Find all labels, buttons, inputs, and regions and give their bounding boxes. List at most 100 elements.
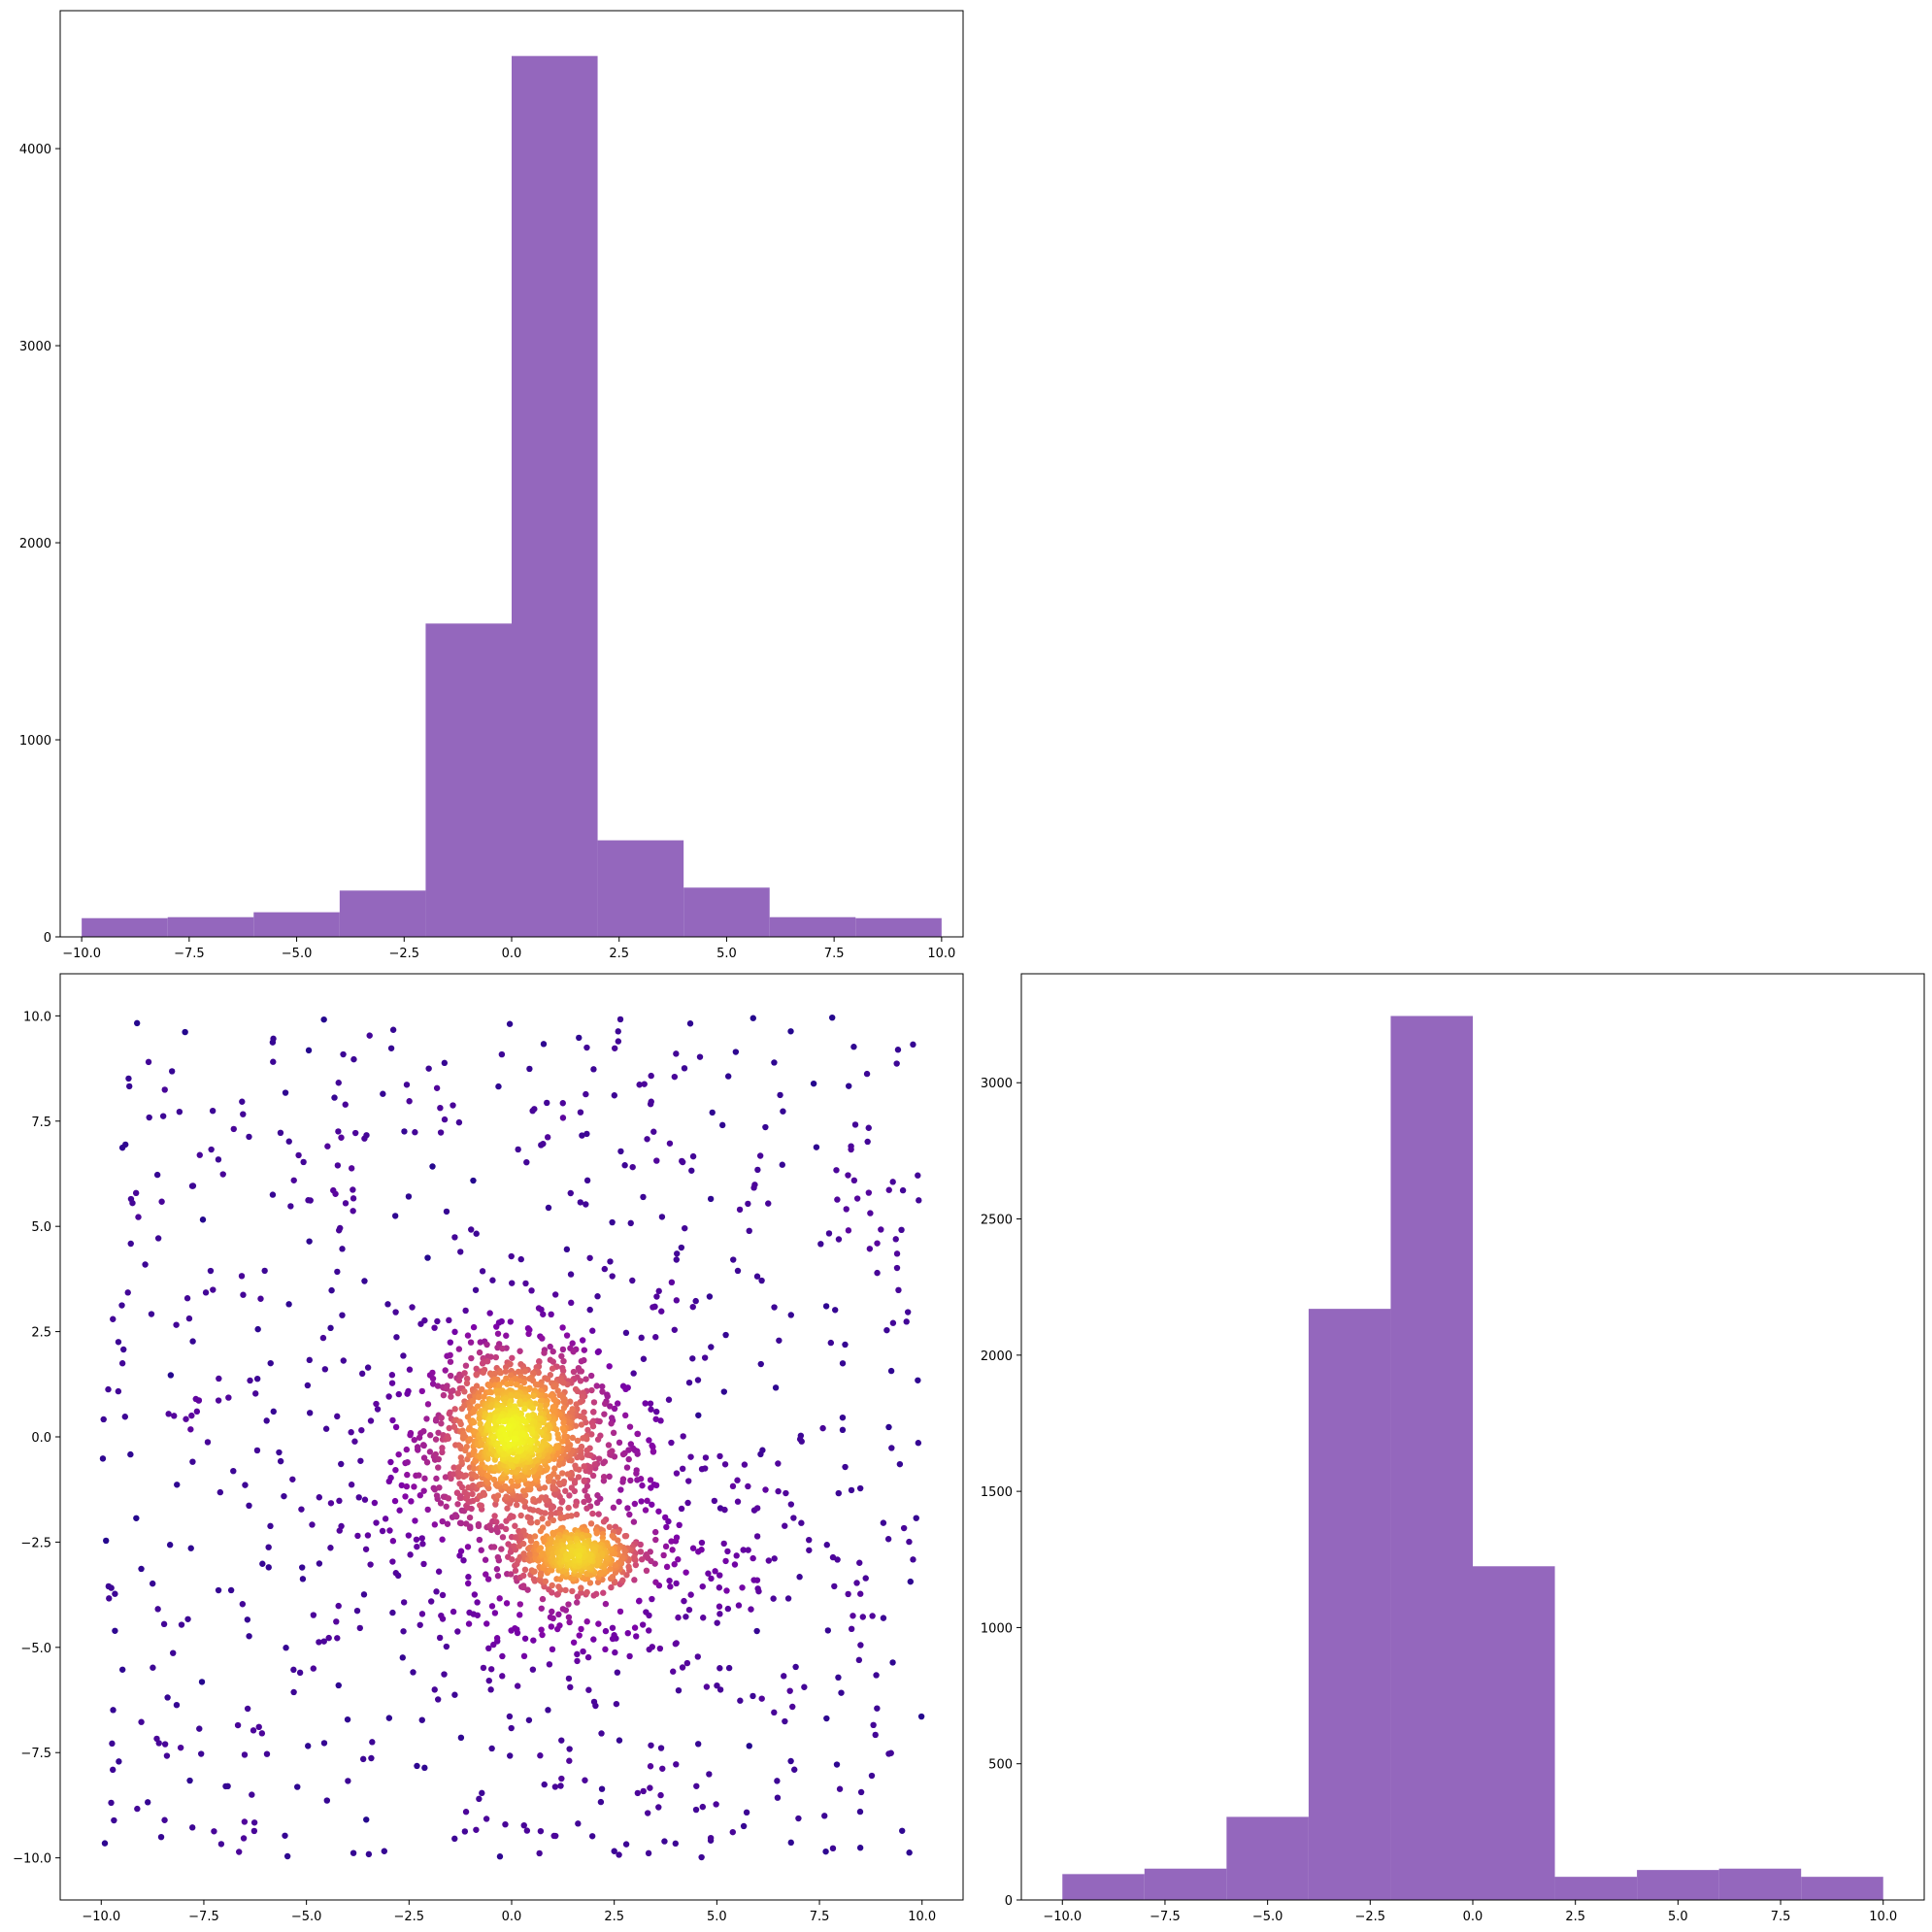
scatter-point — [439, 1517, 446, 1525]
scatter-point — [327, 1324, 334, 1332]
scatter-point — [557, 1515, 564, 1521]
scatter-point — [355, 1494, 362, 1501]
scatter-point — [575, 1474, 583, 1481]
scatter-point — [108, 1584, 115, 1591]
scatter-point — [112, 1627, 118, 1634]
scatter-point — [545, 1520, 551, 1527]
scatter-point — [481, 1393, 487, 1400]
scatter-point — [613, 1700, 620, 1708]
scatter-point — [344, 1715, 351, 1723]
scatter-point — [439, 1536, 446, 1543]
scatter-point — [328, 1286, 335, 1294]
scatter-point — [880, 1519, 887, 1526]
scatter-point — [170, 1649, 177, 1656]
y-tick-label: 0.0 — [31, 1431, 51, 1446]
scatter-point — [299, 1576, 307, 1582]
scatter-point — [745, 1200, 751, 1208]
scatter-point — [910, 1041, 916, 1049]
scatter-point — [609, 1624, 616, 1631]
scatter-point — [497, 1434, 504, 1441]
scatter-point — [592, 1590, 600, 1598]
scatter-point — [182, 1028, 188, 1036]
scatter-point — [512, 1430, 519, 1437]
scatter-point — [565, 1601, 572, 1608]
scatter-point — [421, 1475, 428, 1482]
scatter-point — [438, 1415, 445, 1421]
scatter-point — [602, 1600, 610, 1608]
x-tick-label: −10.0 — [62, 947, 101, 961]
scatter-point — [438, 1420, 445, 1427]
scatter-point — [583, 1376, 589, 1382]
scatter-point — [593, 1530, 600, 1537]
scatter-point — [208, 1146, 215, 1153]
histogram-bar — [1308, 1309, 1391, 1900]
scatter-point — [398, 1482, 405, 1489]
scatter-point — [127, 1450, 134, 1458]
scatter-point — [579, 1337, 586, 1344]
scatter-point — [626, 1652, 633, 1660]
scatter-point — [502, 1525, 510, 1533]
scatter-point — [724, 1605, 732, 1613]
scatter-point — [498, 1546, 505, 1552]
scatter-point — [374, 1406, 382, 1413]
scatter-point — [467, 1339, 475, 1346]
scatter-point — [392, 1309, 399, 1316]
scatter-point — [178, 1621, 185, 1628]
scatter-point — [183, 1295, 191, 1302]
scatter-point — [188, 1412, 195, 1419]
scatter-point — [316, 1494, 323, 1501]
histogram-bottom-right: −10.0 −7.5 −5.0 −2.5 0.0 2.5 5.0 7.5 10.0 0 500 100… — [981, 973, 1925, 1924]
scatter-point — [676, 1521, 683, 1529]
scatter-point — [538, 1570, 545, 1577]
scatter-point — [523, 1158, 530, 1166]
scatter-point — [365, 1850, 373, 1858]
scatter-point — [634, 1789, 642, 1797]
scatter-point — [217, 1841, 225, 1848]
histogram-bar — [683, 887, 770, 937]
scatter-point — [623, 1464, 631, 1471]
scatter-point — [658, 1214, 666, 1220]
scatter-point — [647, 1477, 654, 1483]
scatter-point — [133, 1019, 141, 1027]
scatter-point — [470, 1323, 478, 1331]
scatter-point — [889, 1179, 896, 1185]
scatter-point — [475, 1520, 483, 1528]
scatter-point — [537, 1752, 544, 1759]
scatter-point — [455, 1118, 463, 1126]
scatter-point — [692, 1297, 699, 1305]
scatter-point — [856, 1559, 863, 1566]
scatter-point — [548, 1505, 554, 1513]
scatter-point — [173, 1701, 181, 1709]
scatter-point — [859, 1614, 867, 1620]
scatter-point — [657, 1417, 664, 1424]
scatter-point — [164, 1694, 171, 1701]
scatter-point — [559, 1115, 567, 1121]
scatter-point — [535, 1497, 543, 1504]
scatter-point — [775, 1487, 782, 1495]
scatter-point — [335, 1128, 342, 1135]
scatter-point — [878, 1226, 884, 1233]
scatter-point — [685, 1606, 693, 1614]
scatter-point — [753, 1505, 761, 1512]
scatter-point — [790, 1515, 797, 1521]
scatter-point — [209, 1107, 217, 1115]
scatter-point — [322, 1425, 330, 1432]
scatter-point — [481, 1491, 488, 1498]
scatter-point — [514, 1682, 521, 1689]
scatter-point — [502, 1363, 510, 1371]
scatter-point — [400, 1599, 408, 1606]
scatter-point — [574, 1437, 582, 1445]
scatter-point — [524, 1514, 531, 1520]
scatter-point — [605, 1442, 613, 1449]
scatter-point — [576, 1034, 583, 1042]
scatter-point — [304, 1382, 312, 1389]
scatter-point — [537, 1827, 545, 1835]
scatter-point — [185, 1315, 193, 1322]
scatter-point — [389, 1026, 397, 1033]
scatter-point — [120, 1346, 127, 1353]
scatter-point — [418, 1535, 425, 1542]
histogram-bar — [1718, 1868, 1802, 1900]
scatter-point — [336, 1527, 343, 1534]
y-tick-label: −7.5 — [20, 1747, 51, 1761]
scatter-point — [566, 1757, 573, 1764]
